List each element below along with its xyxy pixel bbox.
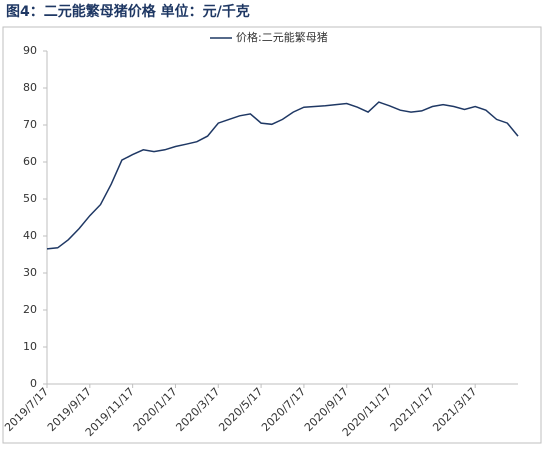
y-tick-label: 0 [30,377,37,390]
series-line [46,101,519,250]
y-tick-label: 80 [23,81,37,94]
chart-title: 图4：二元能繁母猪价格 单位：元/千克 [6,3,250,20]
y-tick-label: 60 [23,155,37,168]
x-tick-label: 2020/7/17 [259,385,308,434]
x-tick-label: 2021/1/17 [388,385,437,434]
x-tick-label: 2020/5/17 [216,385,265,434]
y-tick-label: 50 [23,192,37,205]
x-tick-label: 2020/3/17 [173,385,222,434]
x-tick-label: 2021/3/17 [430,385,479,434]
y-tick-label: 90 [23,44,37,57]
y-tick-label: 30 [23,266,37,279]
y-tick-label: 10 [23,340,37,353]
y-tick-label: 70 [23,118,37,131]
x-tick-label: 2020/1/17 [131,385,180,434]
legend-label: 价格:二元能繁母猪 [236,30,328,44]
x-tick-label: 2019/7/17 [2,385,51,434]
chart-frame [2,26,542,444]
y-tick-label: 40 [23,229,37,242]
y-tick-label: 20 [23,303,37,316]
